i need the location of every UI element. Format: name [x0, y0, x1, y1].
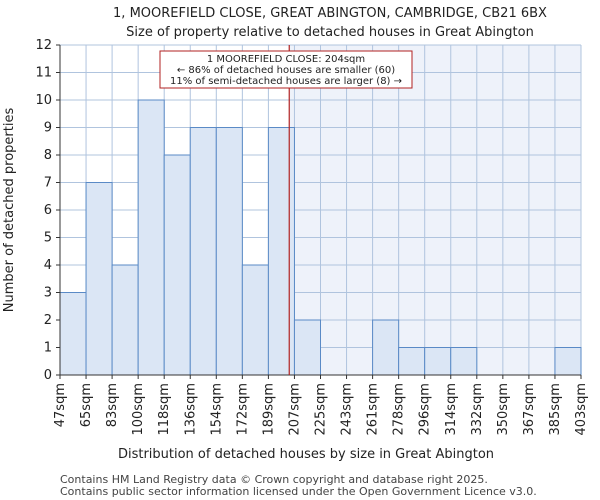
x-tick-label: 83sqm [105, 383, 120, 427]
x-tick-label: 225sqm [314, 383, 329, 436]
bar-118sqm [163, 154, 191, 376]
x-tick-label: 367sqm [522, 383, 537, 436]
bar-65sqm [85, 182, 113, 376]
x-tick-label: 385sqm [548, 383, 563, 436]
x-tick-label: 172sqm [235, 383, 250, 436]
y-tick-label: 6 [44, 203, 52, 218]
bar-261sqm [372, 319, 400, 376]
y-tick-label: 9 [44, 121, 52, 136]
x-tick-label: 314sqm [444, 383, 459, 436]
x-tick-label: 136sqm [183, 383, 198, 436]
bar-47sqm [59, 292, 87, 376]
x-tick-label: 189sqm [261, 383, 276, 436]
annotation-line-3: 11% of semi-detached houses are larger (… [170, 76, 402, 87]
annotation-line-2: ← 86% of detached houses are smaller (60… [177, 65, 395, 76]
x-tick-label: 154sqm [209, 383, 224, 436]
x-tick-label: 65sqm [79, 383, 94, 427]
bar-189sqm [267, 127, 295, 376]
x-tick-label: 243sqm [340, 383, 355, 436]
x-tick-label: 261sqm [366, 383, 381, 436]
chart-title: 1, MOOREFIELD CLOSE, GREAT ABINGTON, CAM… [113, 6, 547, 21]
x-axis-label: Distribution of detached houses by size … [118, 447, 494, 462]
bar-154sqm [215, 127, 243, 376]
y-tick-label: 10 [35, 93, 52, 108]
y-tick-label: 5 [44, 231, 52, 246]
y-axis-label: Number of detached properties [2, 108, 17, 313]
x-tick-label: 118sqm [157, 383, 172, 436]
y-tick-label: 3 [44, 286, 52, 301]
chart-subtitle: Size of property relative to detached ho… [126, 25, 534, 40]
y-tick-label: 4 [44, 258, 52, 273]
footer-line-1: Contains HM Land Registry data © Crown c… [60, 473, 488, 486]
bar-385sqm [554, 347, 582, 376]
bar-83sqm [111, 264, 139, 376]
bar-314sqm [450, 347, 478, 376]
annotation-box: 1 MOOREFIELD CLOSE: 204sqm ← 86% of deta… [159, 50, 413, 89]
x-tick-label: 100sqm [131, 383, 146, 436]
annotation-line-1: 1 MOOREFIELD CLOSE: 204sqm [207, 54, 365, 65]
y-tick-label: 1 [44, 341, 52, 356]
y-tick-label: 12 [35, 38, 52, 53]
bar-278sqm [398, 347, 426, 376]
bar-172sqm [241, 264, 269, 376]
y-tick-label: 7 [44, 176, 52, 191]
x-tick-label: 207sqm [287, 383, 302, 436]
y-tick-label: 11 [35, 66, 52, 81]
x-tick-label: 350sqm [496, 383, 511, 436]
x-tick-label: 332sqm [470, 383, 485, 436]
y-tick-label: 0 [44, 368, 52, 383]
y-tick-label: 8 [44, 148, 52, 163]
x-tick-label: 278sqm [392, 383, 407, 436]
bar-207sqm [293, 319, 322, 376]
x-tick-label: 403sqm [574, 383, 589, 436]
x-tick-label: 296sqm [418, 383, 433, 436]
footer-line-2: Contains public sector information licen… [60, 485, 537, 498]
bar-100sqm [137, 99, 165, 376]
bar-296sqm [424, 347, 452, 376]
x-tick-label: 47sqm [53, 383, 68, 427]
bar-136sqm [189, 127, 217, 376]
y-tick-label: 2 [44, 313, 52, 328]
